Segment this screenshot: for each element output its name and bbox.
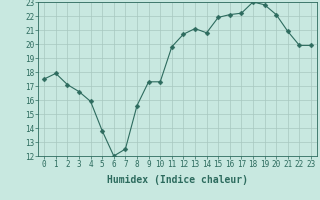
X-axis label: Humidex (Indice chaleur): Humidex (Indice chaleur): [107, 175, 248, 185]
